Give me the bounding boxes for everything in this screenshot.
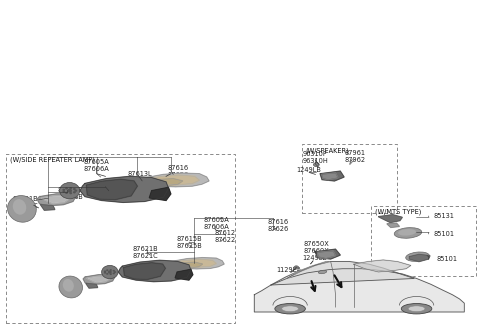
Ellipse shape (113, 273, 115, 274)
Polygon shape (135, 173, 209, 187)
Ellipse shape (69, 192, 72, 194)
Ellipse shape (114, 271, 116, 273)
Ellipse shape (102, 265, 118, 279)
Polygon shape (378, 215, 402, 222)
Text: (W/MTS TYPE): (W/MTS TYPE) (375, 209, 421, 215)
Polygon shape (168, 259, 216, 267)
Text: 87605A
87606A: 87605A 87606A (84, 159, 110, 172)
Polygon shape (315, 249, 340, 259)
Ellipse shape (73, 191, 76, 194)
Ellipse shape (8, 195, 36, 222)
Text: 87650X
87660X: 87650X 87660X (303, 241, 329, 255)
Text: 85131: 85131 (433, 213, 454, 219)
Text: 87612
87622: 87612 87622 (98, 182, 120, 195)
Ellipse shape (67, 189, 72, 193)
Bar (6, 154, 235, 323)
Ellipse shape (104, 272, 106, 274)
Bar (302, 145, 397, 213)
Polygon shape (42, 195, 69, 204)
Ellipse shape (73, 188, 76, 190)
Ellipse shape (13, 199, 26, 215)
Polygon shape (119, 260, 191, 282)
Text: 87615B
87625B: 87615B 87625B (176, 236, 202, 249)
Polygon shape (123, 263, 166, 279)
Ellipse shape (108, 271, 112, 274)
Ellipse shape (65, 192, 68, 194)
Ellipse shape (69, 187, 72, 189)
Polygon shape (80, 176, 168, 202)
Polygon shape (83, 275, 115, 284)
Ellipse shape (401, 303, 432, 314)
Polygon shape (271, 261, 414, 285)
Ellipse shape (113, 270, 115, 272)
Text: 87615B
87625B: 87615B 87625B (58, 187, 84, 200)
Ellipse shape (109, 269, 112, 271)
Ellipse shape (394, 228, 422, 238)
Polygon shape (140, 175, 199, 185)
Ellipse shape (398, 229, 416, 236)
Ellipse shape (282, 306, 299, 312)
Ellipse shape (62, 190, 65, 193)
Polygon shape (287, 261, 330, 278)
Ellipse shape (59, 276, 83, 298)
Polygon shape (86, 179, 137, 200)
Text: 1249LB: 1249LB (296, 167, 321, 173)
Polygon shape (164, 258, 224, 269)
Text: 87613L
87614L: 87613L 87614L (127, 171, 152, 183)
Polygon shape (86, 283, 98, 288)
Ellipse shape (62, 189, 65, 191)
Text: 87621B
87621C: 87621B 87621C (12, 196, 38, 209)
Text: 1249LB: 1249LB (302, 255, 327, 261)
Ellipse shape (63, 279, 74, 292)
Ellipse shape (104, 270, 106, 272)
Text: 87961
87962: 87961 87962 (345, 150, 366, 163)
Ellipse shape (408, 306, 425, 312)
Ellipse shape (295, 267, 298, 268)
Text: (W/SPEAKER): (W/SPEAKER) (306, 147, 349, 154)
Polygon shape (354, 260, 411, 272)
Ellipse shape (406, 252, 429, 261)
Ellipse shape (60, 183, 80, 199)
Polygon shape (152, 262, 203, 270)
Polygon shape (37, 194, 75, 206)
Text: 1129EA: 1129EA (276, 267, 301, 273)
Ellipse shape (65, 187, 68, 190)
Text: 96310F
96310H: 96310F 96310H (302, 151, 328, 164)
Ellipse shape (313, 163, 319, 167)
Text: 87612
87622: 87612 87622 (214, 230, 235, 243)
Text: (W/SIDE REPEATER LAMP): (W/SIDE REPEATER LAMP) (10, 157, 95, 163)
Ellipse shape (294, 266, 299, 269)
Text: 87621B
87621C: 87621B 87621C (132, 246, 158, 259)
Text: 85101: 85101 (437, 256, 457, 262)
Polygon shape (409, 255, 430, 261)
Polygon shape (322, 173, 338, 180)
Ellipse shape (106, 269, 108, 271)
Polygon shape (87, 276, 109, 283)
Text: 85101: 85101 (433, 231, 454, 237)
Text: 87605A
87606A: 87605A 87606A (203, 217, 229, 230)
Polygon shape (254, 269, 464, 312)
Ellipse shape (109, 273, 112, 275)
Polygon shape (320, 171, 344, 181)
Ellipse shape (275, 303, 305, 314)
Text: 87616
87626: 87616 87626 (267, 219, 289, 232)
Polygon shape (120, 179, 183, 188)
Ellipse shape (318, 270, 327, 274)
Text: 87616
87626: 87616 87626 (168, 165, 189, 178)
Polygon shape (149, 187, 171, 200)
Polygon shape (387, 223, 399, 227)
Polygon shape (175, 269, 193, 280)
Bar (371, 206, 476, 276)
Ellipse shape (74, 190, 77, 192)
Polygon shape (40, 205, 55, 210)
Polygon shape (317, 251, 336, 258)
Ellipse shape (106, 273, 108, 275)
